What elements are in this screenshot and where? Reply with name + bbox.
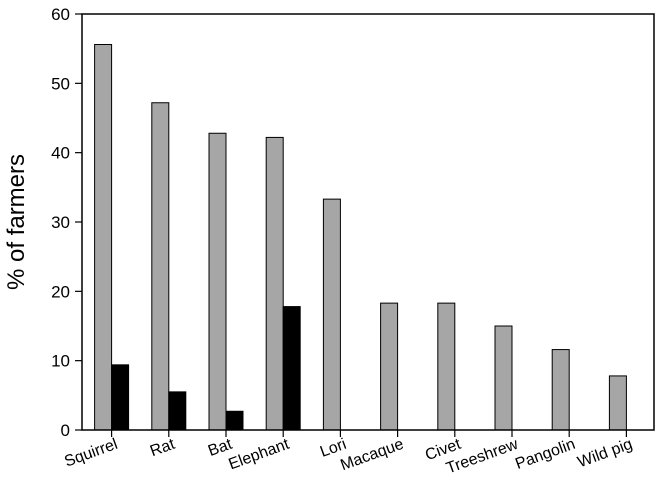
y-axis-title: % of farmers bbox=[3, 154, 30, 290]
bar-series-1-civet bbox=[437, 302, 456, 431]
y-axis: 0 10 20 30 40 50 60 bbox=[51, 5, 82, 440]
bar-series-1-macaque bbox=[380, 302, 399, 431]
x-category-label: Pangolin bbox=[513, 436, 577, 473]
bar-series-1-treeshrew bbox=[494, 325, 513, 431]
x-category-label: Wild pig bbox=[575, 436, 634, 471]
bar-series-2-elephant bbox=[282, 306, 301, 431]
bar-series-1-wild-pig bbox=[608, 375, 627, 431]
bar-series-1-pangolin bbox=[551, 349, 570, 431]
bars-group bbox=[94, 44, 627, 431]
bar-series-2-rat bbox=[168, 391, 187, 431]
bar-series-1-lori bbox=[322, 198, 341, 431]
y-tick-label: 20 bbox=[51, 282, 70, 301]
y-tick-label: 0 bbox=[61, 421, 70, 440]
x-category-label: Macaque bbox=[338, 436, 406, 475]
bar-series-1-elephant bbox=[265, 136, 284, 431]
y-tick-label: 50 bbox=[51, 74, 70, 93]
x-category-label: Rat bbox=[148, 436, 178, 461]
x-category-label: Elephant bbox=[226, 436, 292, 474]
bar-series-1-squirrel bbox=[94, 44, 113, 431]
y-tick-label: 30 bbox=[51, 213, 70, 232]
bar-series-1-rat bbox=[151, 102, 170, 431]
bar-series-1-bat bbox=[208, 132, 227, 431]
x-category-label: Squirrel bbox=[62, 436, 120, 471]
bar-series-2-squirrel bbox=[111, 364, 130, 431]
y-tick-label: 60 bbox=[51, 5, 70, 24]
y-tick-label: 10 bbox=[51, 352, 70, 371]
bar-series-2-bat bbox=[225, 410, 244, 431]
y-tick-label: 40 bbox=[51, 144, 70, 163]
